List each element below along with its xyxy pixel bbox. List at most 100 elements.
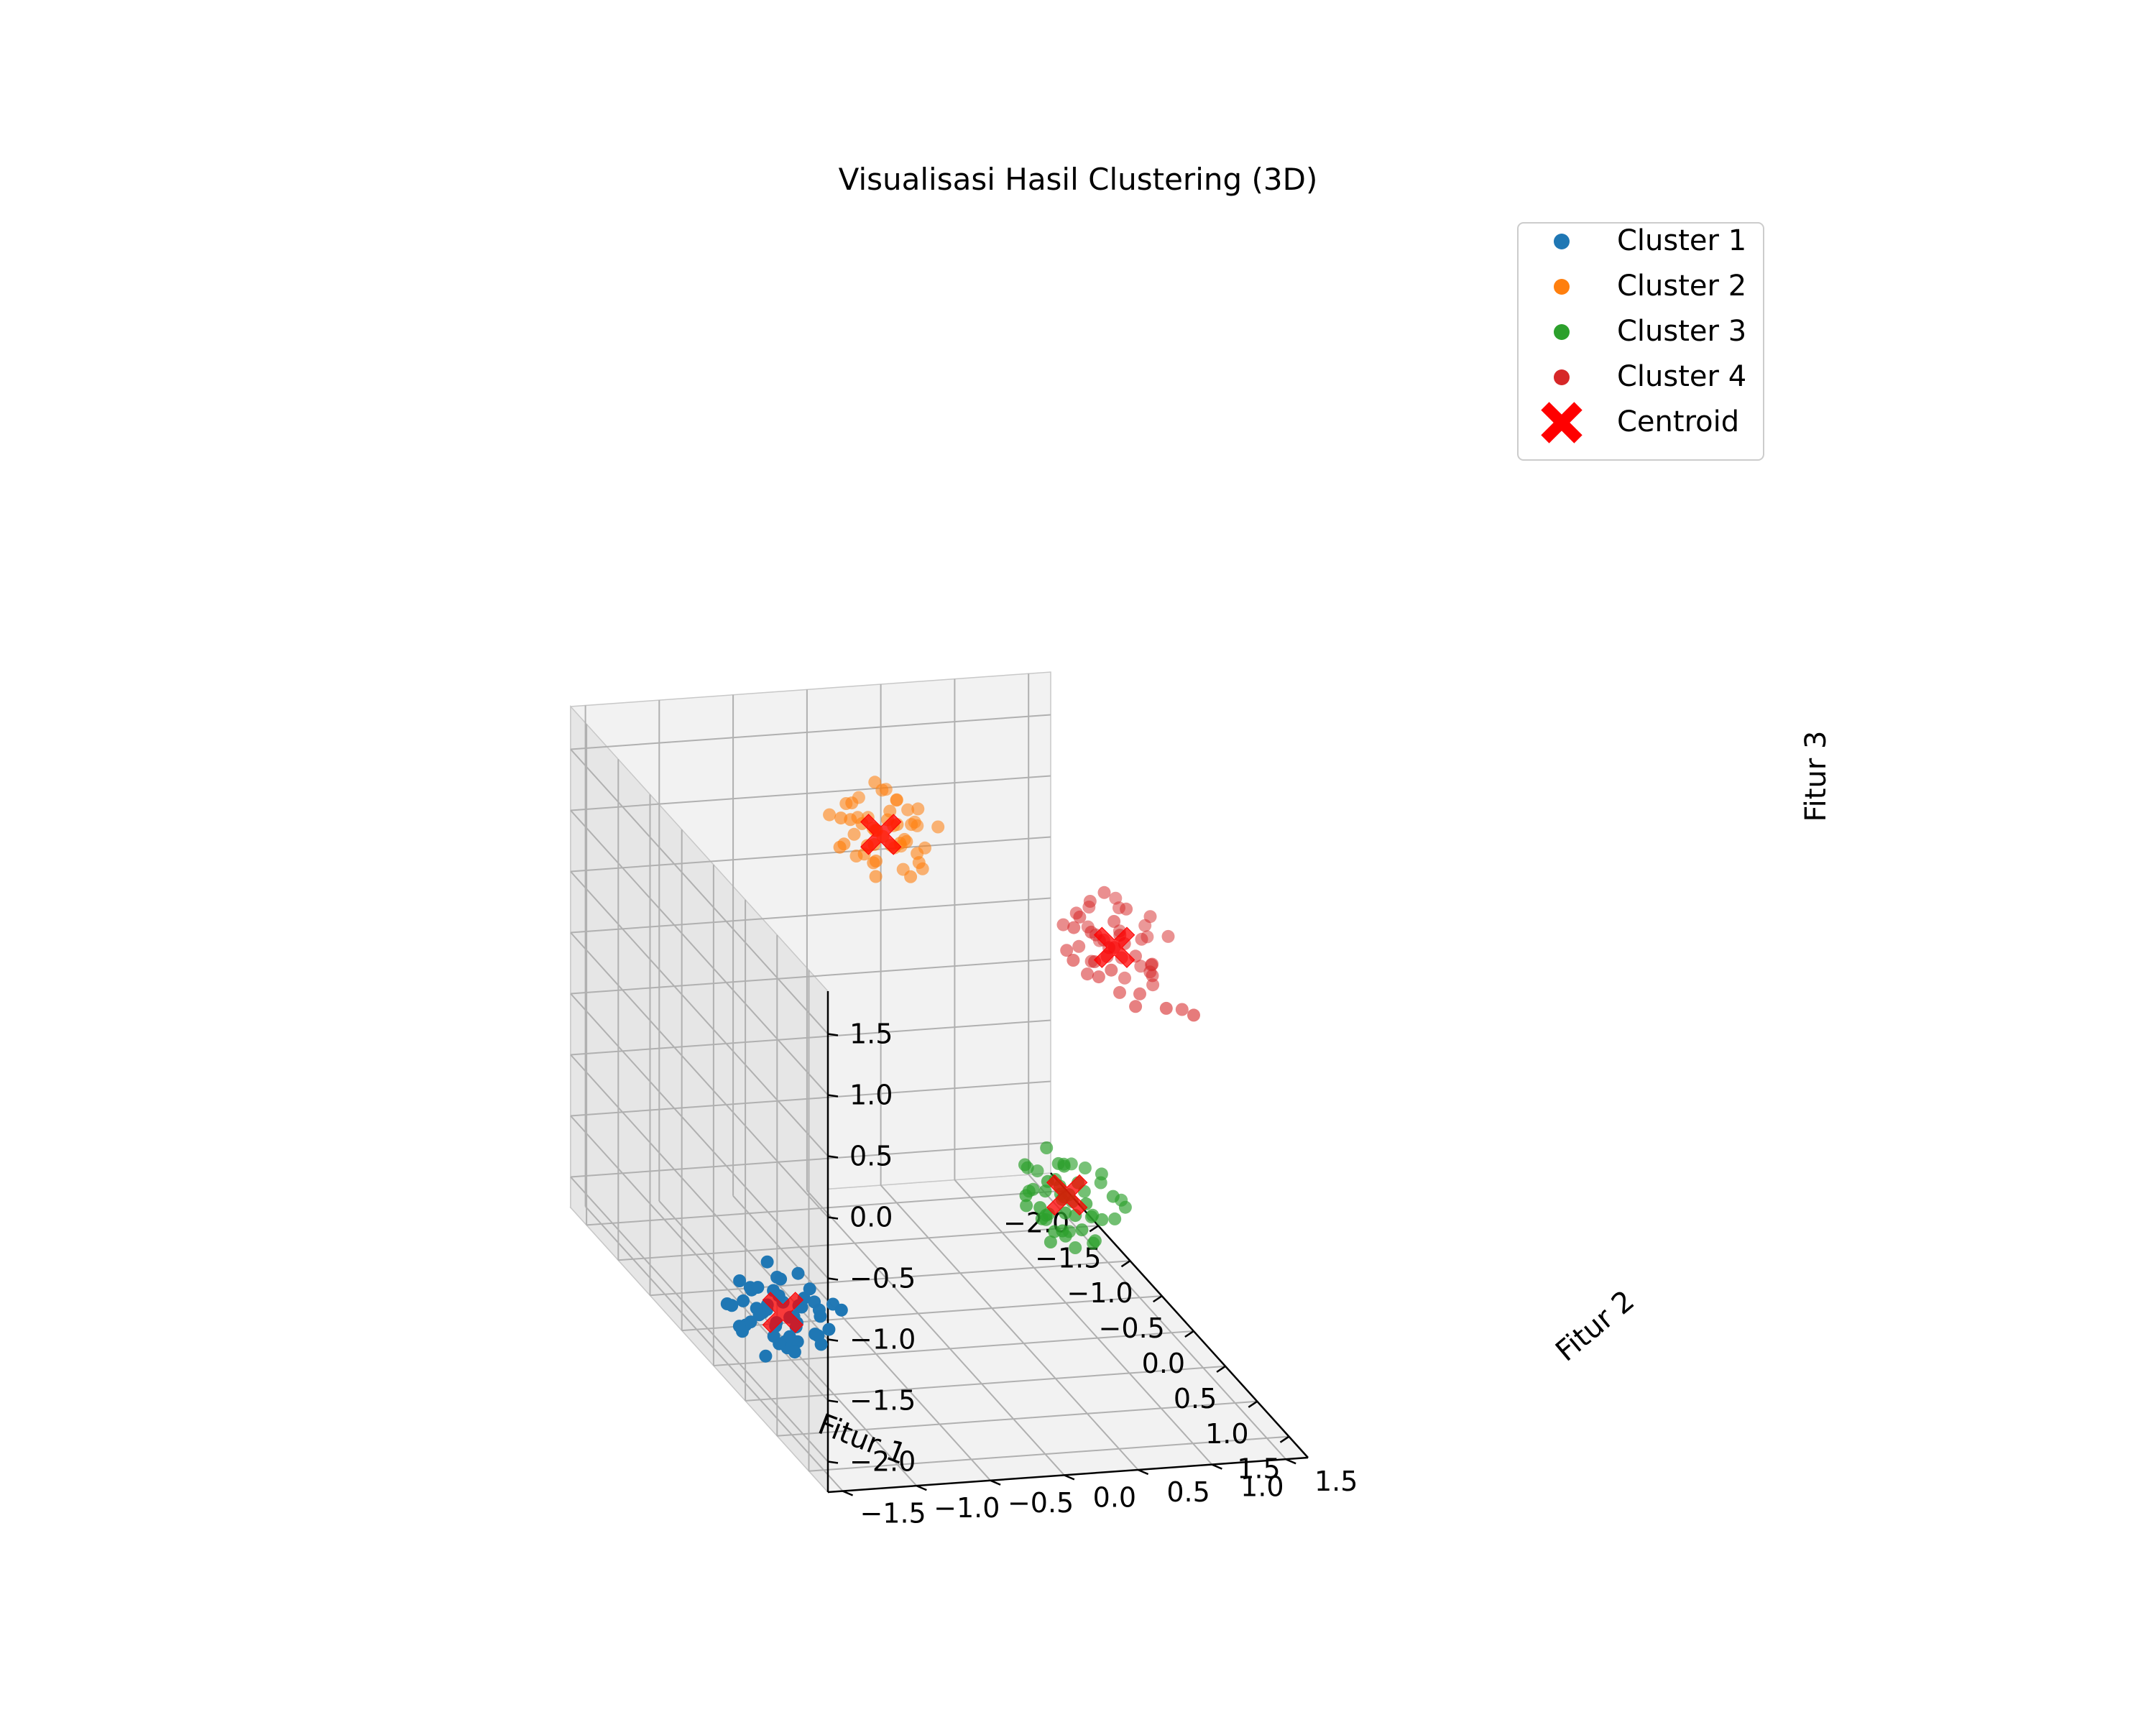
grid-line-z-back xyxy=(570,993,829,1279)
grid-line-y-floor xyxy=(806,1190,1065,1476)
grid-line-y-floor xyxy=(880,1184,1139,1471)
grid-line-z-left xyxy=(570,775,1051,811)
z-tick-label: 0.0 xyxy=(849,1202,893,1233)
data-point-cluster-3 xyxy=(1106,1190,1120,1203)
data-point-cluster-4 xyxy=(1134,960,1148,973)
data-point-cluster-4 xyxy=(1109,891,1123,905)
grid-line-x-floor xyxy=(586,1190,1067,1226)
data-point-cluster-4 xyxy=(1113,985,1126,999)
data-point-cluster-4 xyxy=(1105,963,1118,977)
grid-lines xyxy=(570,673,1289,1492)
y-tick-mark xyxy=(1064,1474,1075,1481)
x-tick-label: 1.0 xyxy=(1205,1418,1248,1450)
legend-marker-cluster-4 xyxy=(1554,369,1570,385)
data-point-cluster-3 xyxy=(1069,1241,1082,1254)
grid-line-x-floor xyxy=(713,1330,1194,1366)
data-point-cluster-4 xyxy=(1135,932,1148,946)
y-tick-mark xyxy=(990,1479,1001,1486)
x-tick-mark xyxy=(1248,1400,1258,1408)
data-point-cluster-1 xyxy=(791,1266,805,1280)
data-point-cluster-1 xyxy=(814,1310,827,1323)
data-point-cluster-4 xyxy=(1129,1000,1143,1013)
legend-label-cluster-3: Cluster 3 xyxy=(1617,315,1746,348)
z-tick-label: −2.0 xyxy=(849,1446,916,1478)
grid-line-z-left xyxy=(570,1019,1051,1056)
data-point-cluster-3 xyxy=(1018,1158,1031,1172)
y-tick-mark xyxy=(1211,1463,1222,1470)
data-point-cluster-1 xyxy=(834,1303,848,1317)
legend-label-cluster-1: Cluster 1 xyxy=(1617,224,1746,257)
legend: Cluster 1 Cluster 2 Cluster 3 Cluster 4 Cent… xyxy=(1517,222,1764,461)
grid-line-z-back xyxy=(570,748,829,1035)
data-point-cluster-4 xyxy=(1118,971,1131,985)
data-point-cluster-3 xyxy=(1059,1206,1072,1220)
grid-line-z-back xyxy=(570,1176,829,1463)
y-tick-label: −1.0 xyxy=(934,1492,1000,1524)
z-tick-label: 0.5 xyxy=(849,1141,893,1172)
grid-line-z-back xyxy=(570,932,829,1218)
data-point-cluster-3 xyxy=(1118,1200,1132,1214)
grid-line-z-back xyxy=(570,1054,829,1340)
data-point-cluster-4 xyxy=(1133,987,1146,1000)
centroid-marker xyxy=(1046,1174,1088,1216)
legend-frame xyxy=(1517,222,1764,461)
data-point-cluster-4 xyxy=(1159,1001,1173,1015)
grid-line-y-floor xyxy=(1028,1174,1286,1460)
x-tick-mark xyxy=(1279,1435,1290,1443)
data-point-cluster-1 xyxy=(732,1320,746,1333)
y-axis-line xyxy=(827,1456,1309,1494)
grid-line-x-floor xyxy=(681,1295,1162,1332)
data-point-cluster-2 xyxy=(823,808,837,822)
z-tick-label: −0.5 xyxy=(849,1263,916,1294)
z-tick-mark xyxy=(827,1216,839,1220)
grid-line-x-floor xyxy=(618,1225,1099,1261)
data-point-cluster-4 xyxy=(1081,967,1094,981)
centroid-markers xyxy=(762,814,1135,1333)
data-point-cluster-3 xyxy=(1078,1162,1092,1174)
z-tick-label: −1.5 xyxy=(849,1385,916,1417)
data-point-cluster-3 xyxy=(1095,1213,1109,1226)
grid-line-z-left xyxy=(570,897,1051,934)
data-point-cluster-4 xyxy=(1097,886,1111,899)
data-point-cluster-2 xyxy=(844,813,857,827)
data-point-cluster-2 xyxy=(868,776,882,789)
grid-line-x-floor xyxy=(650,1260,1130,1297)
legend-marker-centroid xyxy=(1541,402,1583,443)
grid-line-z-left xyxy=(570,958,1051,995)
grid-line-x-floor xyxy=(777,1400,1258,1437)
data-point-cluster-2 xyxy=(911,802,925,816)
data-point-cluster-4 xyxy=(1107,915,1121,928)
grid-line-x-floor xyxy=(808,1435,1289,1472)
data-point-cluster-3 xyxy=(1088,1234,1102,1248)
tick-labels: −2.0−1.5−1.0−0.50.00.51.01.5−1.5 −1.0 −0.5… xyxy=(827,1018,1358,1530)
grid-line-z-back xyxy=(570,870,829,1157)
data-point-cluster-4 xyxy=(1072,939,1086,953)
x-tick-label: 0.5 xyxy=(1174,1383,1217,1414)
data-point-cluster-3 xyxy=(1019,1189,1033,1202)
data-point-cluster-1 xyxy=(814,1338,828,1351)
y-tick-mark xyxy=(1138,1468,1149,1476)
legend-marker-cluster-2 xyxy=(1554,279,1570,295)
x-tick-mark xyxy=(1184,1330,1194,1338)
data-point-cluster-4 xyxy=(1083,895,1097,908)
x-tick-label: 0.0 xyxy=(1142,1348,1185,1379)
x-tick-mark xyxy=(1120,1260,1131,1268)
grid-line-y-floor xyxy=(954,1179,1213,1466)
data-point-cluster-4 xyxy=(1120,902,1133,916)
z-tick-mark xyxy=(827,1399,839,1403)
data-point-cluster-1 xyxy=(788,1346,801,1359)
grid-line-z-left xyxy=(570,714,1051,750)
y-tick-mark xyxy=(1285,1458,1296,1465)
y-tick-label: −0.5 xyxy=(1008,1487,1074,1519)
legend-label-cluster-2: Cluster 2 xyxy=(1617,270,1746,303)
data-point-cluster-4 xyxy=(1067,921,1081,934)
grid-line-x-floor xyxy=(745,1365,1226,1402)
grid-line-y-floor xyxy=(584,1205,844,1492)
legend-label-centroid: Centroid xyxy=(1617,405,1739,438)
legend-marker-cluster-1 xyxy=(1554,234,1570,249)
data-point-cluster-3 xyxy=(1075,1223,1089,1237)
x-tick-mark xyxy=(1152,1295,1163,1303)
data-point-cluster-1 xyxy=(752,1308,766,1322)
data-point-cluster-3 xyxy=(1056,1224,1069,1238)
data-point-cluster-1 xyxy=(737,1294,750,1307)
